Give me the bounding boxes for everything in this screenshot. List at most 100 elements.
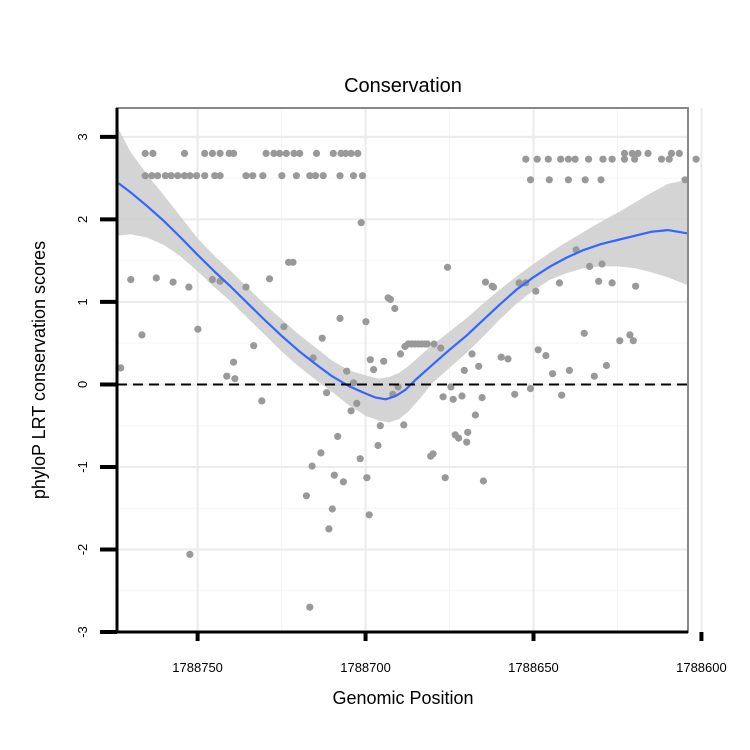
data-point [522, 155, 530, 163]
data-point [343, 367, 351, 375]
data-point [347, 407, 355, 415]
data-point [161, 172, 169, 180]
data-point [358, 172, 367, 180]
data-point [667, 149, 676, 157]
data-point [193, 172, 201, 180]
data-point [258, 397, 266, 405]
data-point [280, 323, 288, 331]
data-point [471, 411, 479, 419]
data-point [262, 149, 270, 157]
data-point [148, 172, 156, 180]
data-point [571, 155, 579, 163]
data-point [626, 331, 634, 339]
data-point [186, 550, 194, 559]
data-point [174, 172, 182, 180]
data-point [249, 172, 257, 180]
data-point [306, 172, 314, 180]
data-point [167, 172, 175, 180]
data-point [317, 449, 325, 457]
data-point [441, 474, 449, 482]
data-point [602, 361, 611, 370]
data-point [598, 260, 606, 268]
data-point [565, 366, 574, 374]
data-point [458, 392, 466, 400]
data-point [265, 275, 274, 283]
data-point [292, 172, 300, 180]
x-axis: 1788750 1788700 1788650 1788600 [117, 630, 727, 675]
data-point [430, 340, 438, 348]
data-point [201, 172, 209, 180]
data-point [328, 505, 336, 513]
y-axis-title: phyloP LRT conservation scores [29, 241, 49, 499]
data-point [439, 393, 447, 401]
data-point [464, 428, 472, 436]
data-point [231, 375, 239, 383]
data-point [276, 149, 284, 157]
data-point [242, 172, 250, 180]
data-point [363, 474, 371, 482]
data-point [169, 278, 177, 286]
y-tick-label: -1 [75, 461, 90, 473]
data-point [380, 357, 388, 365]
y-tick-label: -2 [75, 544, 90, 556]
data-point [460, 366, 468, 374]
data-point [544, 155, 552, 163]
data-point [475, 362, 483, 370]
data-point [117, 364, 125, 372]
data-point [201, 149, 209, 157]
data-point [526, 385, 535, 393]
data-point [599, 155, 607, 163]
data-point [423, 340, 431, 348]
x-tick-label: 1788650 [508, 660, 559, 675]
data-point [455, 434, 463, 442]
data-point [357, 219, 365, 227]
data-point [319, 172, 327, 180]
data-point [585, 155, 593, 163]
data-point [278, 172, 286, 180]
data-point [374, 441, 382, 450]
data-point [250, 342, 258, 350]
data-point [468, 350, 476, 358]
data-point [334, 432, 342, 440]
data-point [396, 350, 405, 358]
data-point [581, 176, 589, 184]
data-point [555, 279, 564, 287]
data-point [608, 155, 616, 163]
data-point [185, 283, 193, 291]
data-point [330, 471, 338, 479]
data-point [270, 149, 278, 157]
data-point [657, 155, 666, 163]
data-point [208, 149, 216, 157]
y-tick-label: 1 [75, 298, 90, 305]
data-point [620, 155, 629, 163]
data-point [391, 304, 399, 313]
data-points-layer [117, 149, 700, 611]
data-point [216, 149, 224, 157]
data-point [141, 149, 149, 157]
data-point [180, 149, 189, 157]
data-point [620, 149, 629, 157]
data-point [306, 603, 314, 611]
data-point [632, 282, 640, 290]
data-point [542, 352, 550, 360]
data-point [336, 172, 344, 180]
data-point [138, 331, 146, 339]
data-point [557, 155, 565, 163]
data-point [180, 172, 189, 180]
data-point [366, 356, 374, 364]
data-point [463, 438, 471, 446]
data-point [590, 372, 598, 380]
y-axis: -3 -2 -1 0 1 2 3 [75, 108, 119, 638]
data-point [489, 283, 498, 291]
data-point [515, 279, 523, 287]
data-point [634, 149, 642, 157]
data-point [230, 149, 238, 157]
data-point [223, 372, 231, 380]
confidence-band [117, 126, 688, 423]
x-axis-ticks: 1788750 1788700 1788650 1788600 [172, 632, 727, 675]
data-point [534, 346, 542, 354]
data-point [437, 344, 445, 352]
data-point [504, 355, 512, 363]
data-point [631, 155, 639, 163]
